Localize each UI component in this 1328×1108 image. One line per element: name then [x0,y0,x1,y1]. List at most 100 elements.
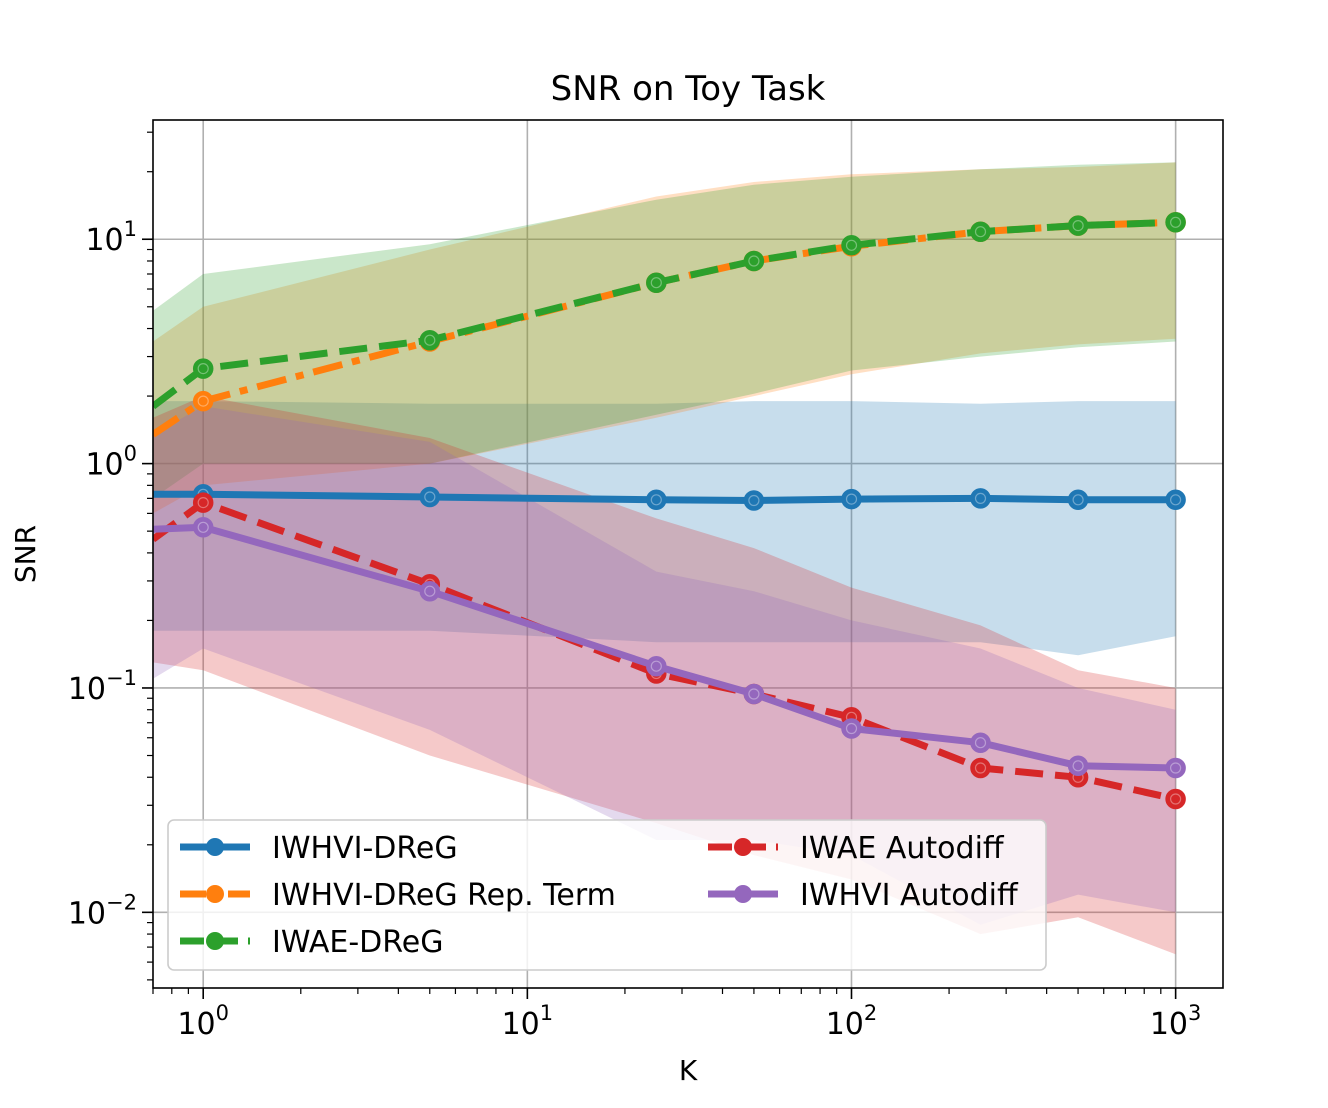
series-4-point-3 [646,655,667,677]
series-4-point-ring-7 [1072,760,1084,772]
legend-label-2: IWAE-DReG [272,925,443,960]
y-tick-base-1: 10 [68,672,106,707]
series-4-point-4 [743,683,765,705]
series-0-point-6 [970,488,991,509]
series-4-point-7 [1067,755,1089,777]
legend: IWHVI-DReG IWHVI-DReG Rep. Term IWAE-DReG I… [167,819,1047,971]
y-axis-label: SNR [9,525,42,583]
series-2-point-1 [192,358,214,379]
y-tick-exp-2: 0 [124,442,137,466]
series-0-point-3 [646,489,667,511]
x-tick-base-2: 10 [826,1007,864,1042]
series-lines [153,212,1186,810]
legend-swatch-marker-4 [734,885,752,903]
series-4-point-ring-2 [424,585,436,597]
y-tick-base-2: 10 [85,448,123,483]
series-0-point-ring-8 [1169,494,1182,506]
x-tick-label-0: 100 [177,1001,229,1042]
legend-label-3: IWAE Autodiff [800,831,1005,866]
series-0-point-5 [841,488,862,510]
plot-frame [152,119,1224,989]
x-tick-label-2: 102 [826,1001,878,1042]
series-2-point-5 [841,235,862,256]
series-4-point-ring-3 [650,660,662,672]
series-2-point-ring-7 [1072,220,1084,232]
series-2-point-4 [743,250,765,272]
y-tick-exp-0: −2 [106,890,137,914]
series-0-point-ring-2 [424,491,436,503]
legend-swatch-marker-2 [206,932,224,950]
legend-label-4: IWHVI Autodiff [800,878,1019,913]
series-1-point-ring-1 [197,395,209,407]
series-4-point-1 [192,517,214,538]
band-0 [153,401,1176,656]
legend-swatch-marker-1 [206,885,224,903]
series-2-point-8 [1165,212,1186,233]
series-0-point-2 [419,486,441,508]
series-4-point-ring-5 [845,722,858,735]
x-tick-exp-3: 3 [1188,1001,1201,1025]
series-2-point-ring-3 [650,277,662,289]
x-tick-exp-1: 1 [540,1001,553,1025]
series-2-point-3 [646,272,667,293]
series-2-point-7 [1067,215,1089,236]
series-4-point-2 [419,580,441,602]
series-2-point-ring-1 [197,363,209,375]
series-0-point-ring-7 [1072,494,1084,506]
series-0-point-7 [1067,489,1089,511]
y-tick-label-1: 10−1 [68,666,137,707]
series-2-point-ring-6 [974,226,987,238]
series-0-point-ring-4 [748,494,760,507]
series-3-point-ring-8 [1169,793,1182,805]
y-tick-exp-3: 1 [124,217,137,241]
series-0-point-ring-6 [974,492,987,504]
band-1 [153,162,1176,514]
y-tick-label-2: 100 [85,442,137,483]
series-4-point-6 [970,732,991,753]
series-4-point-ring-1 [197,521,209,533]
series-4-point-ring-4 [748,688,760,700]
y-tick-label-3: 101 [85,217,137,258]
x-tick-exp-2: 2 [864,1001,877,1025]
band-2 [153,162,1176,499]
y-tick-exp-1: −1 [106,666,137,690]
chart-title: SNR on Toy Task [551,69,826,109]
series-2-point-ring-8 [1169,216,1182,228]
legend-swatch-marker-3 [734,838,752,856]
x-tick-label-1: 101 [502,1001,554,1042]
series-2-point-2 [419,329,441,351]
x-tick-base-1: 10 [502,1007,540,1042]
x-axis-label: K [679,1054,698,1087]
series-3-point-8 [1165,788,1186,810]
x-tick-base-0: 10 [177,1007,215,1042]
series-0-point-ring-3 [650,494,662,506]
series-line-1 [153,218,1176,438]
series-3-point-ring-1 [197,497,209,509]
series-4-point-ring-8 [1169,762,1182,774]
series-1-point-1 [192,390,214,412]
series-2-point-6 [970,221,991,242]
series-3-point-1 [192,492,214,513]
series-0-point-8 [1165,489,1186,511]
y-tick-base-0: 10 [68,896,106,931]
series-0-point-ring-5 [845,493,858,505]
legend-box [167,819,1047,971]
series-3-point-ring-6 [974,762,987,774]
series-2-point-ring-2 [424,334,436,346]
series-3-point-6 [970,757,991,779]
y-tick-label-0: 10−2 [68,890,137,931]
series-0-point-4 [743,490,765,511]
x-tick-label-3: 103 [1150,1001,1202,1042]
x-tick-exp-0: 0 [216,1001,229,1025]
x-tick-base-3: 10 [1150,1007,1188,1042]
series-4-point-8 [1165,757,1186,779]
legend-swatch-marker-0 [206,838,224,856]
series-4-point-5 [841,718,862,739]
series-2-point-ring-5 [845,239,858,251]
legend-label-1: IWHVI-DReG Rep. Term [272,878,616,913]
y-tick-base-3: 10 [85,223,123,258]
series-4-point-ring-6 [974,737,987,749]
legend-label-0: IWHVI-DReG [272,831,458,866]
